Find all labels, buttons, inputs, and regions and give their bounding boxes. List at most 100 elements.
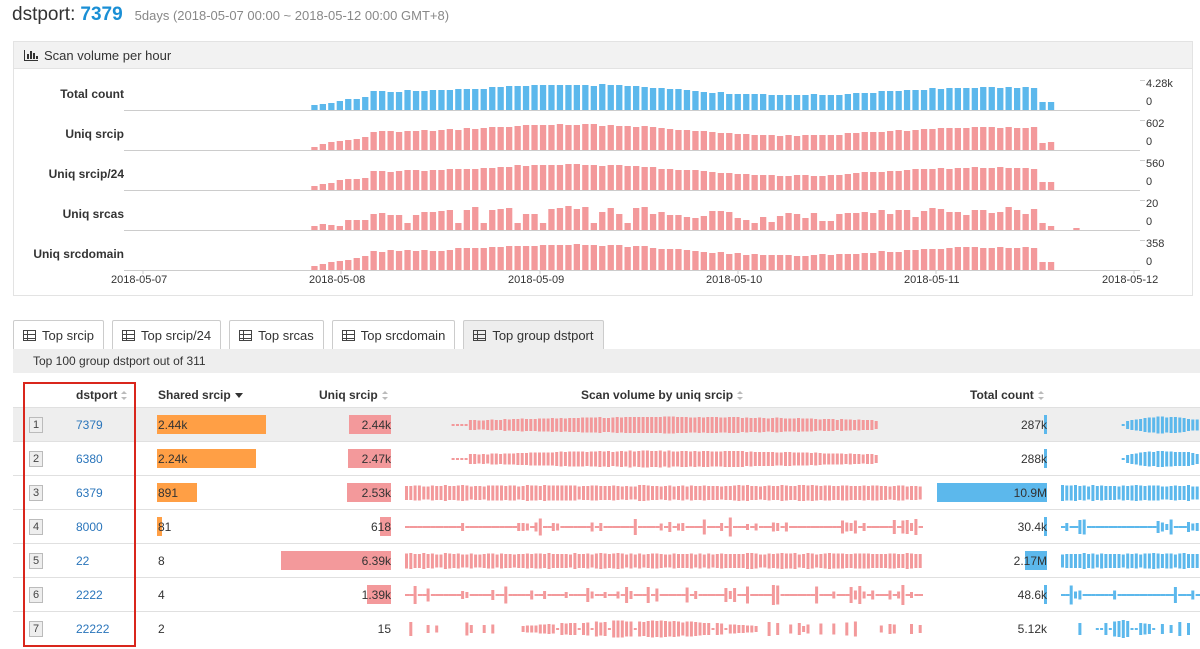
spark-baseline (1182, 594, 1187, 596)
col-shared-srcip-header[interactable]: Shared srcip (158, 388, 243, 402)
scan-bar (802, 95, 809, 110)
spark-bar (620, 451, 623, 467)
spark-bar (1187, 452, 1190, 466)
spark-baseline (1160, 594, 1166, 596)
uniq-srcip-bar (281, 551, 391, 570)
spark-bar (1191, 453, 1195, 465)
shared-srcip-bar (157, 449, 256, 468)
spark-bar (547, 553, 551, 569)
spark-bar (525, 419, 528, 431)
spark-bar (753, 418, 757, 432)
shared-srcip-value: 891 (158, 486, 179, 500)
col-total-count-header[interactable]: Total count (970, 388, 1044, 402)
tab-top-srcas[interactable]: Top srcas (229, 320, 324, 349)
spark-bar (638, 621, 642, 637)
dstport-link[interactable]: 8000 (76, 520, 103, 534)
spark-bar (1182, 418, 1186, 432)
table-row[interactable]: 3 6379 891 2.53k 10.9M (13, 475, 1200, 509)
spark-bar (538, 518, 542, 536)
spark-bar (1191, 486, 1195, 500)
tab-label: Top srcas (258, 327, 314, 343)
tab-top-srcdomain[interactable]: Top srcdomain (331, 320, 456, 349)
spark-bar (1139, 554, 1143, 568)
table-row[interactable]: 4 8000 81 618 30.4k (13, 509, 1200, 543)
scan-bar (675, 249, 682, 270)
spark-bar (1069, 485, 1073, 501)
scan-bar (607, 125, 614, 150)
spark-bar (1178, 486, 1182, 500)
scan-bar (489, 168, 496, 190)
tab-top-srcip-24[interactable]: Top srcip/24 (112, 320, 222, 349)
spark-baseline (439, 526, 444, 528)
spark-bar (474, 554, 478, 568)
table-row[interactable]: 6 2222 4 1.39k 48.6k (13, 577, 1200, 611)
spark-bar (737, 485, 741, 501)
scan-row-label: Uniq srcip (65, 127, 124, 141)
spark-baseline (1104, 526, 1109, 528)
dstport-link[interactable]: 6380 (76, 452, 103, 466)
spark-baseline (512, 594, 518, 596)
scan-bar (793, 175, 801, 190)
spark-baseline (1091, 526, 1096, 528)
scan-bar (734, 218, 741, 230)
total-count-value: 48.6k (1017, 588, 1047, 602)
dstport-link[interactable]: 22222 (76, 622, 110, 636)
col-uniq-srcip-header[interactable]: Uniq srcip (319, 388, 388, 402)
scan-bar (362, 256, 369, 270)
spark-bar (616, 591, 620, 599)
spark-bar (464, 424, 468, 426)
scan-bar (895, 171, 902, 190)
spark-baseline (642, 526, 647, 528)
tab-top-group-dstport[interactable]: Top group dstport (463, 320, 604, 349)
dstport-link[interactable]: 6379 (76, 486, 103, 500)
spark-bar (857, 454, 861, 464)
scan-bar (336, 261, 343, 270)
spark-bar (1152, 452, 1156, 466)
scan-bar (971, 88, 978, 110)
spark-bar (888, 590, 892, 600)
scan-bar (768, 255, 775, 270)
spark-baseline (633, 594, 639, 596)
spark-bar (538, 553, 542, 569)
table-row[interactable]: 7 22222 2 15 5.12k (13, 611, 1200, 645)
table-row[interactable]: 1 7379 2.44k 2.44k 287k (13, 407, 1200, 441)
scan-bar (700, 92, 707, 110)
spark-bar (736, 451, 740, 467)
scan-bar (726, 212, 733, 230)
scan-bar (480, 248, 487, 270)
col-scan-volume-header[interactable]: Scan volume by uniq srcip (581, 388, 744, 402)
spark-baseline (832, 526, 837, 528)
dstport-link[interactable]: 22 (76, 554, 90, 568)
spark-bar (733, 588, 737, 602)
dstport-link[interactable]: 7379 (76, 418, 103, 432)
spark-bar (677, 523, 680, 531)
scan-row-label: Total count (60, 87, 124, 101)
scan-bar (404, 223, 411, 230)
spark-bar (819, 623, 823, 635)
scan-bar (675, 89, 682, 110)
dstport-link[interactable]: 2222 (76, 588, 103, 602)
table-icon (122, 329, 136, 341)
spark-baseline (767, 594, 772, 596)
spark-bar (1078, 520, 1082, 534)
table-row[interactable]: 2 6380 2.24k 2.47k 288k (13, 441, 1200, 475)
scan-bar (844, 254, 851, 270)
spark-bar (818, 453, 822, 465)
spark-bar (1143, 418, 1147, 432)
scan-bar (395, 251, 403, 270)
scan-bar (633, 166, 640, 190)
spark-bar (1087, 486, 1091, 500)
scan-bar (887, 252, 894, 270)
scan-bar (734, 134, 741, 150)
table-row[interactable]: 5 22 8 6.39k 2.17M (13, 543, 1200, 577)
spark-baseline (603, 526, 608, 528)
spark-bar (564, 592, 568, 598)
col-dstport-header[interactable]: dstport (76, 388, 128, 402)
spark-bar (542, 418, 546, 432)
sort-icon (1037, 391, 1044, 401)
scan-bar (912, 250, 919, 270)
spark-bar (918, 486, 922, 500)
tab-top-srcip[interactable]: Top srcip (13, 320, 105, 349)
scan-bar (937, 89, 945, 110)
spark-bar (706, 417, 710, 433)
